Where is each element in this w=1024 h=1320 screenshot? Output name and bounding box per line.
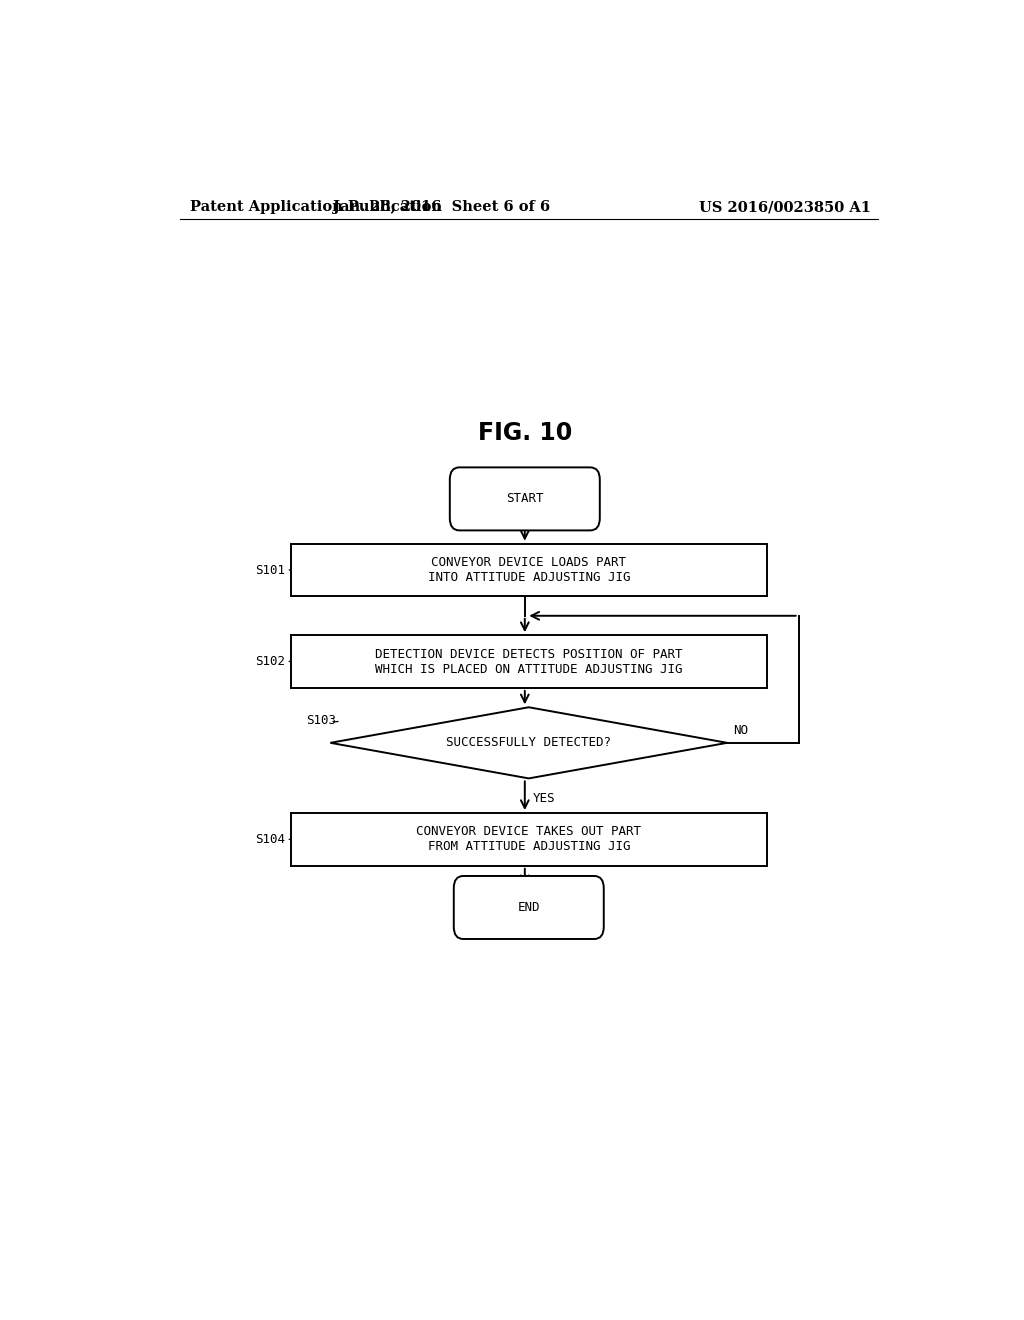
Text: US 2016/0023850 A1: US 2016/0023850 A1 xyxy=(699,201,871,214)
Text: FIG. 10: FIG. 10 xyxy=(477,421,572,445)
Text: CONVEYOR DEVICE LOADS PART
INTO ATTITUDE ADJUSTING JIG: CONVEYOR DEVICE LOADS PART INTO ATTITUDE… xyxy=(427,556,630,583)
Polygon shape xyxy=(331,708,727,779)
FancyBboxPatch shape xyxy=(454,876,604,939)
Bar xyxy=(291,813,767,866)
Text: SUCCESSFULLY DETECTED?: SUCCESSFULLY DETECTED? xyxy=(446,737,611,750)
Bar xyxy=(291,544,767,597)
Text: YES: YES xyxy=(532,792,555,805)
Text: Patent Application Publication: Patent Application Publication xyxy=(189,201,442,214)
Bar xyxy=(291,635,767,688)
Text: Jan. 28, 2016  Sheet 6 of 6: Jan. 28, 2016 Sheet 6 of 6 xyxy=(333,201,550,214)
Text: S101: S101 xyxy=(255,564,285,577)
Text: START: START xyxy=(506,492,544,506)
Text: CONVEYOR DEVICE TAKES OUT PART
FROM ATTITUDE ADJUSTING JIG: CONVEYOR DEVICE TAKES OUT PART FROM ATTI… xyxy=(417,825,641,854)
Text: NO: NO xyxy=(733,725,749,737)
FancyBboxPatch shape xyxy=(450,467,600,531)
Text: S103: S103 xyxy=(306,714,337,727)
Text: S102: S102 xyxy=(255,655,285,668)
Text: S104: S104 xyxy=(255,833,285,846)
Text: DETECTION DEVICE DETECTS POSITION OF PART
WHICH IS PLACED ON ATTITUDE ADJUSTING : DETECTION DEVICE DETECTS POSITION OF PAR… xyxy=(375,648,683,676)
Text: END: END xyxy=(517,902,540,913)
